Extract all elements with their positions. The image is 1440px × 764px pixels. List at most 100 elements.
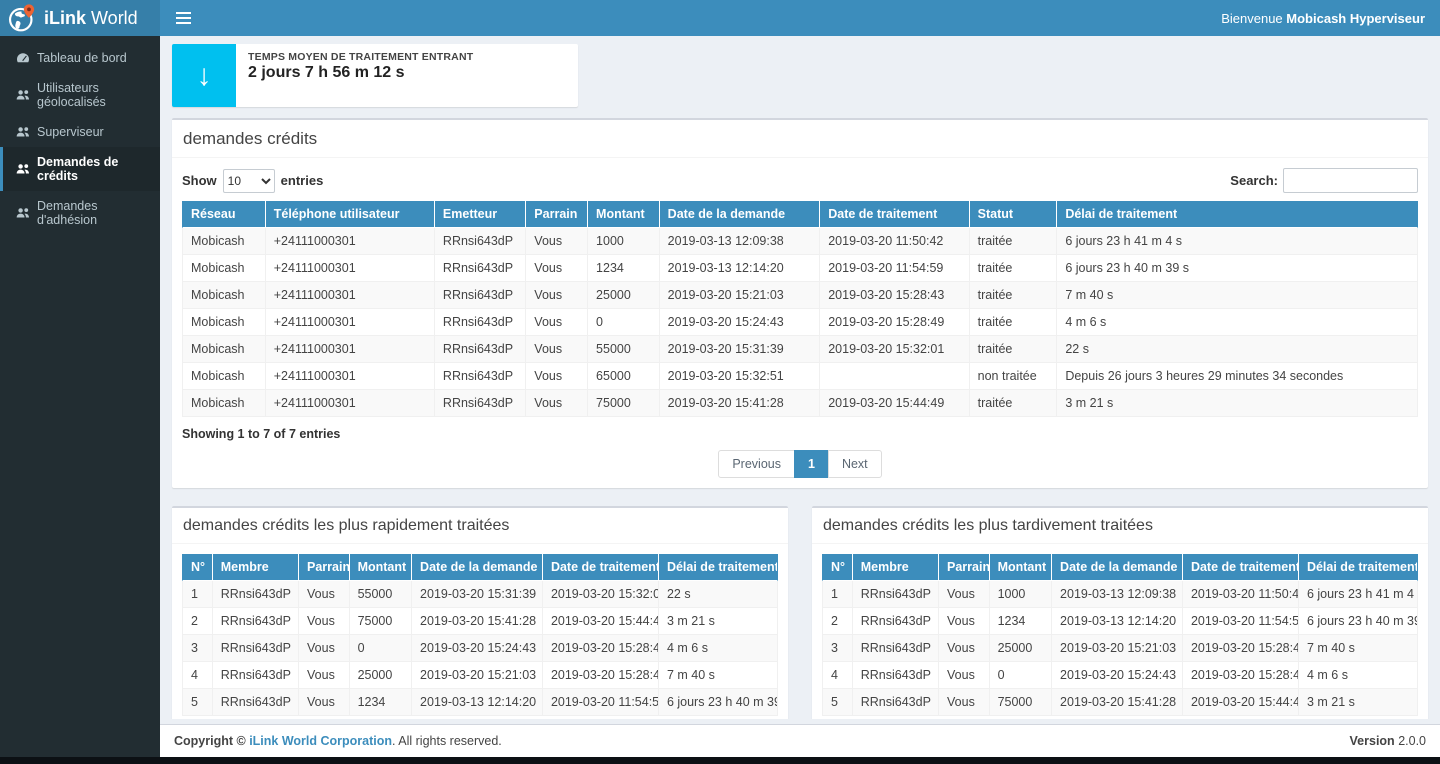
app-window: iLink World Bienvenue Mobicash Hypervise… <box>0 0 1440 764</box>
table-cell: Vous <box>939 581 990 608</box>
table-cell: Mobicash <box>183 255 266 282</box>
sidebar-item-demandes-adhesion[interactable]: Demandes d'adhésion <box>0 191 160 235</box>
table-cell: RRnsi643dP <box>212 608 298 635</box>
table-cell: +24111000301 <box>265 336 434 363</box>
sidebar-toggle-button[interactable] <box>160 0 206 36</box>
table-row: 1RRnsi643dPVous10002019-03-13 12:09:3820… <box>823 581 1418 608</box>
table-cell: Vous <box>526 390 588 417</box>
table-cell: 2019-03-20 15:21:03 <box>412 662 543 689</box>
table-cell: RRnsi643dP <box>434 363 525 390</box>
table-cell: 5 <box>823 689 853 716</box>
column-header[interactable]: Date de la demande <box>659 201 820 228</box>
table-cell: 6 jours 23 h 41 m 4 s <box>1057 228 1418 255</box>
page-1-button[interactable]: 1 <box>794 450 829 478</box>
next-page-button[interactable]: Next <box>828 450 882 478</box>
table-cell: 2019-03-20 15:28:49 <box>1182 662 1298 689</box>
table-cell: Vous <box>939 635 990 662</box>
fastest-credits-table: N°MembreParrainMontantDate de la demande… <box>182 554 778 716</box>
table-cell: 2019-03-20 15:32:01 <box>820 336 969 363</box>
table-cell: 2019-03-20 11:54:59 <box>1182 608 1298 635</box>
column-header[interactable]: Réseau <box>183 201 266 228</box>
table-cell: Vous <box>526 363 588 390</box>
table-cell: Mobicash <box>183 336 266 363</box>
column-header[interactable]: Date de traitement <box>820 201 969 228</box>
table-cell: 22 s <box>1057 336 1418 363</box>
page-length-select[interactable]: 10 <box>223 169 275 193</box>
table-cell: 2019-03-20 15:32:51 <box>659 363 820 390</box>
table-cell: 65000 <box>588 363 660 390</box>
table-cell: Mobicash <box>183 282 266 309</box>
table-cell: traitée <box>969 336 1057 363</box>
sidebar-item-demandes-de-credits[interactable]: Demandes de crédits <box>0 147 160 191</box>
table-cell: 2019-03-20 15:24:43 <box>659 309 820 336</box>
table-cell: 2019-03-20 11:50:42 <box>1182 581 1298 608</box>
table-cell: 2 <box>183 608 213 635</box>
table-cell: Vous <box>939 608 990 635</box>
table-row: Mobicash+24111000301RRnsi643dPVous750002… <box>183 390 1418 417</box>
table-cell: +24111000301 <box>265 255 434 282</box>
sidebar-item-label: Superviseur <box>37 125 104 139</box>
table-cell: 2019-03-13 12:09:38 <box>659 228 820 255</box>
table-row: 4RRnsi643dPVous250002019-03-20 15:21:032… <box>183 662 778 689</box>
table-cell: 2019-03-20 15:28:49 <box>820 309 969 336</box>
table-cell: Mobicash <box>183 309 266 336</box>
page-length-control: Show 10 entries <box>182 169 323 193</box>
column-header[interactable]: Emetteur <box>434 201 525 228</box>
table-cell: 2019-03-13 12:14:20 <box>412 689 543 716</box>
column-header[interactable]: Parrain <box>526 201 588 228</box>
table-cell: 1000 <box>588 228 660 255</box>
brand-name: iLink World <box>44 8 138 29</box>
sidebar-item-superviseur[interactable]: Superviseur <box>0 117 160 147</box>
column-header[interactable]: Statut <box>969 201 1057 228</box>
table-cell: 6 jours 23 h 40 m 39 s <box>1057 255 1418 282</box>
table-cell: 3 <box>823 635 853 662</box>
sidebar-item-label: Demandes d'adhésion <box>37 199 150 227</box>
users-icon <box>15 89 30 101</box>
table-cell: Vous <box>299 608 350 635</box>
stat-value: 2 jours 7 h 56 m 12 s <box>248 64 473 82</box>
table-cell: 2019-03-13 12:09:38 <box>1052 581 1183 608</box>
table-cell: +24111000301 <box>265 282 434 309</box>
table-cell: 2019-03-20 15:21:03 <box>659 282 820 309</box>
table-cell: RRnsi643dP <box>434 336 525 363</box>
table-row: 2RRnsi643dPVous12342019-03-13 12:14:2020… <box>823 608 1418 635</box>
sidebar-item-tableau-de-bord[interactable]: Tableau de bord <box>0 43 160 73</box>
welcome-text: Bienvenue Mobicash Hyperviseur <box>1221 11 1425 26</box>
brand-logo[interactable]: iLink World <box>0 0 160 36</box>
column-header: Membre <box>852 554 938 581</box>
table-cell: Vous <box>299 635 350 662</box>
table-cell: 1000 <box>989 581 1051 608</box>
column-header: Délai de traitement <box>658 554 777 581</box>
column-header: Parrain <box>299 554 350 581</box>
fastest-credits-panel: demandes crédits les plus rapidement tra… <box>172 506 788 719</box>
search-control: Search: <box>1230 168 1418 193</box>
table-cell: 75000 <box>989 689 1051 716</box>
column-header: N° <box>823 554 853 581</box>
table-row: 2RRnsi643dPVous750002019-03-20 15:41:282… <box>183 608 778 635</box>
copyright-text: Copyright © iLink World Corporation. All… <box>174 734 502 748</box>
globe-pin-logo-icon <box>8 3 36 33</box>
column-header[interactable]: Téléphone utilisateur <box>265 201 434 228</box>
table-cell: 2019-03-20 15:24:43 <box>1052 662 1183 689</box>
column-header: Montant <box>349 554 411 581</box>
table-cell: Vous <box>299 581 350 608</box>
column-header[interactable]: Montant <box>588 201 660 228</box>
company-link[interactable]: iLink World Corporation <box>249 734 392 748</box>
sidebar-item-utilisateurs-geolocalises[interactable]: Utilisateurs géolocalisés <box>0 73 160 117</box>
table-cell: 0 <box>989 662 1051 689</box>
table-cell: 1234 <box>349 689 411 716</box>
table-cell: 1234 <box>989 608 1051 635</box>
column-header[interactable]: Délai de traitement <box>1057 201 1418 228</box>
table-summary: Showing 1 to 7 of 7 entries <box>182 427 1418 441</box>
show-label: Show <box>182 173 217 188</box>
table-cell: RRnsi643dP <box>852 581 938 608</box>
table-cell: 25000 <box>349 662 411 689</box>
table-row: 3RRnsi643dPVous02019-03-20 15:24:432019-… <box>183 635 778 662</box>
table-cell: 2019-03-13 12:14:20 <box>659 255 820 282</box>
table-cell: 2019-03-20 15:24:43 <box>412 635 543 662</box>
search-input[interactable] <box>1283 168 1418 193</box>
avg-processing-time-card: ↓ TEMPS MOYEN DE TRAITEMENT ENTRANT 2 jo… <box>172 44 578 107</box>
table-cell: 25000 <box>989 635 1051 662</box>
previous-page-button[interactable]: Previous <box>718 450 795 478</box>
table-cell: 2019-03-20 15:32:01 <box>542 581 658 608</box>
